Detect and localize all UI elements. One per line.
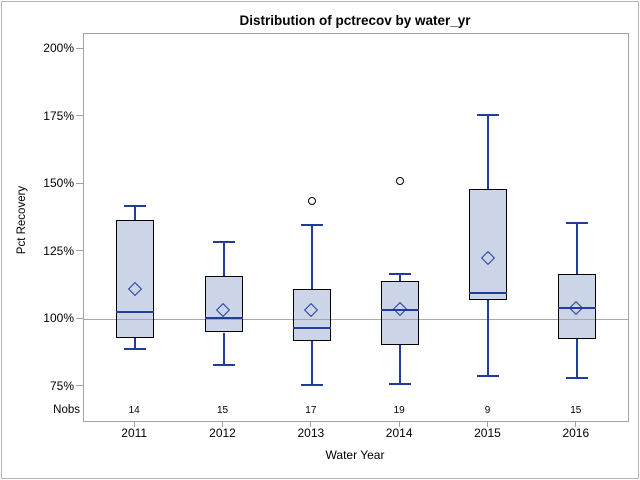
iqr-box-fill	[204, 275, 243, 333]
outlier-circle	[395, 177, 404, 185]
y-tick-label: 200%	[43, 41, 74, 55]
nobs-value: 14	[128, 405, 140, 416]
nobs-value: 15	[216, 405, 229, 416]
median-line	[116, 311, 155, 314]
y-tick-mark	[76, 182, 83, 184]
nobs-value: 15	[570, 405, 582, 416]
iqr-box-fill	[292, 289, 331, 341]
iqr-box-border	[557, 274, 596, 340]
lower-whisker-line	[134, 337, 137, 349]
lower-whisker-cap	[300, 384, 323, 387]
median-line	[292, 327, 331, 330]
upper-whisker-cap	[477, 114, 500, 117]
lower-whisker-cap	[389, 382, 412, 385]
x-axis-title: Water Year	[325, 448, 385, 462]
upper-whisker-line	[575, 223, 578, 275]
upper-whisker-cap	[300, 223, 323, 226]
median-line	[557, 307, 596, 310]
x-tick-mark	[133, 421, 135, 427]
nobs-value: 9	[484, 405, 491, 416]
lower-whisker-line	[310, 340, 313, 386]
iqr-box-fill	[469, 189, 508, 301]
upper-whisker-cap	[565, 222, 588, 225]
iqr-box-fill	[557, 274, 596, 340]
plot-area	[83, 33, 629, 422]
nobs-value: 19	[393, 405, 405, 416]
iqr-box-border	[116, 220, 155, 338]
x-tick-mark	[575, 421, 577, 427]
y-tick-label: 125%	[43, 243, 74, 258]
median-line	[204, 316, 243, 319]
iqr-box-border	[292, 289, 331, 341]
chart-title: Distribution of pctrecov by water_yr	[239, 13, 471, 28]
lower-whisker-line	[487, 300, 490, 376]
x-tick-mark	[310, 421, 312, 427]
x-tick-label: 2013	[297, 426, 325, 440]
y-tick-label: 75%	[49, 378, 74, 393]
y-tick-mark	[76, 385, 83, 386]
lower-whisker-line	[399, 344, 402, 384]
reference-line-100pct	[84, 319, 628, 320]
y-tick-mark	[76, 115, 83, 116]
upper-whisker-line	[134, 205, 137, 221]
upper-whisker-line	[399, 274, 402, 282]
lower-whisker-line	[575, 339, 578, 379]
upper-whisker-line	[310, 224, 313, 290]
x-tick-label: 2012	[209, 426, 236, 440]
y-tick-mark	[76, 47, 83, 49]
upper-whisker-cap	[389, 273, 412, 276]
y-tick-label: 100%	[43, 311, 74, 325]
iqr-box-border	[469, 189, 508, 301]
y-tick-mark	[76, 250, 83, 251]
lower-whisker-line	[222, 332, 225, 365]
upper-whisker-cap	[124, 204, 147, 207]
iqr-box-border	[204, 275, 243, 333]
nobs-value: 17	[305, 405, 317, 416]
lower-whisker-cap	[565, 377, 588, 380]
x-tick-mark	[486, 421, 488, 427]
x-tick-mark	[398, 421, 400, 427]
outlier-circle	[307, 197, 316, 206]
lower-whisker-cap	[477, 374, 500, 377]
median-line	[469, 292, 508, 295]
upper-whisker-line	[487, 115, 490, 190]
x-tick-label: 2016	[562, 426, 590, 440]
lower-whisker-cap	[212, 363, 235, 366]
iqr-box-fill	[381, 281, 420, 345]
x-tick-mark	[222, 421, 223, 427]
x-tick-label: 2014	[385, 426, 413, 440]
y-tick-mark	[76, 317, 83, 319]
y-tick-label: 175%	[43, 108, 74, 123]
x-tick-label: 2015	[474, 426, 501, 440]
x-tick-label: 2011	[121, 426, 148, 440]
iqr-box-fill	[116, 220, 155, 338]
nobs-row-label: Nobs	[53, 404, 80, 416]
upper-whisker-line	[222, 242, 225, 276]
upper-whisker-cap	[212, 241, 235, 244]
iqr-box-border	[381, 281, 420, 345]
y-tick-label: 150%	[43, 176, 74, 190]
lower-whisker-cap	[124, 347, 147, 350]
median-line	[381, 308, 420, 311]
